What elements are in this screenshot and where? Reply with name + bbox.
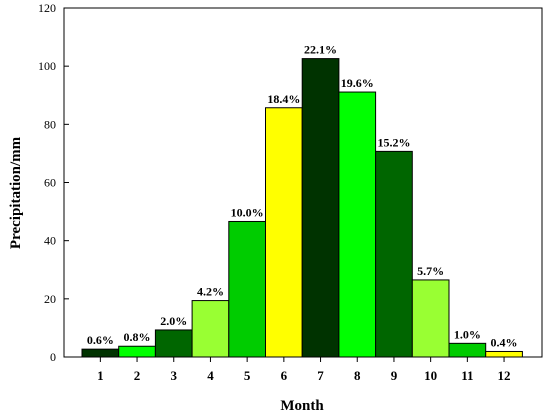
x-tick-label: 4 bbox=[207, 368, 214, 383]
bar-data-label: 19.6% bbox=[341, 76, 374, 90]
bar bbox=[265, 107, 303, 358]
x-tick-label: 8 bbox=[354, 368, 361, 383]
y-tick-label: 20 bbox=[44, 292, 56, 306]
y-tick-label: 100 bbox=[38, 59, 56, 73]
x-tick-label: 11 bbox=[461, 368, 473, 383]
x-tick-label: 12 bbox=[498, 368, 511, 383]
y-tick-label: 40 bbox=[44, 234, 56, 248]
x-tick-label: 2 bbox=[134, 368, 141, 383]
bar-data-label: 1.0% bbox=[454, 327, 481, 341]
bar-data-label: 0.4% bbox=[491, 335, 518, 349]
x-tick-label: 9 bbox=[391, 368, 398, 383]
x-tick-label: 1 bbox=[97, 368, 104, 383]
x-axis-ticks: 1 2 3 4 5 6 7 8 9 10 11 12 bbox=[97, 357, 511, 383]
bar-data-label: 15.2% bbox=[377, 135, 410, 149]
bars-group bbox=[81, 58, 523, 358]
bar-data-label: 0.8% bbox=[124, 330, 151, 344]
x-tick-label: 5 bbox=[244, 368, 251, 383]
bar-data-label: 18.4% bbox=[267, 92, 300, 106]
bar-data-label: 4.2% bbox=[197, 285, 224, 299]
y-tick-label: 0 bbox=[50, 350, 56, 364]
x-tick-label: 7 bbox=[317, 368, 324, 383]
bar bbox=[485, 350, 523, 358]
bar-data-label: 10.0% bbox=[231, 205, 264, 219]
bar bbox=[301, 58, 340, 358]
bar bbox=[375, 150, 413, 358]
y-axis-ticks: 0 20 40 60 80 100 120 bbox=[38, 1, 69, 364]
bar bbox=[338, 91, 377, 358]
bar bbox=[411, 279, 450, 358]
x-axis-title: Month bbox=[280, 398, 324, 414]
bar bbox=[118, 345, 156, 358]
y-tick-label: 60 bbox=[44, 176, 56, 190]
plot-frame bbox=[63, 7, 543, 358]
bar bbox=[191, 300, 230, 358]
bar-data-label: 0.6% bbox=[87, 333, 114, 347]
y-axis-title: Precipitation/mm bbox=[8, 136, 24, 249]
bar bbox=[81, 348, 120, 358]
bar bbox=[228, 220, 267, 358]
bar bbox=[154, 329, 193, 358]
bar-data-label: 2.0% bbox=[160, 314, 187, 328]
bar bbox=[448, 342, 487, 358]
y-tick-label: 120 bbox=[38, 1, 56, 15]
x-tick-label: 6 bbox=[281, 368, 288, 383]
x-tick-label: 3 bbox=[171, 368, 178, 383]
x-tick-label: 10 bbox=[424, 368, 437, 383]
data-labels-group: 0.6% 0.8% 2.0% 4.2% 10.0% 18.4% 22.1% 19.6% 15.2… bbox=[87, 43, 518, 350]
bar-data-label: 22.1% bbox=[304, 43, 337, 57]
bar-data-label: 5.7% bbox=[417, 264, 444, 278]
y-tick-label: 80 bbox=[44, 117, 56, 131]
